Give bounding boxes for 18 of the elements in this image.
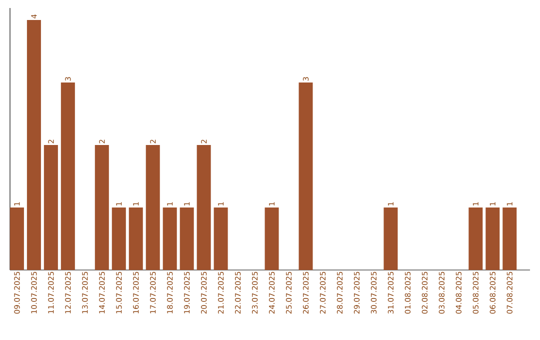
bar <box>264 208 279 270</box>
bar <box>180 208 194 270</box>
bar <box>10 208 24 270</box>
bar <box>26 20 41 270</box>
bar <box>196 145 211 270</box>
bar <box>214 208 228 270</box>
bar <box>60 82 75 270</box>
bar <box>128 208 143 270</box>
bar <box>146 145 160 270</box>
bar <box>162 208 177 270</box>
bar <box>468 208 483 270</box>
bar <box>298 82 313 270</box>
bar <box>502 208 517 270</box>
bar <box>94 145 109 270</box>
bar <box>384 208 398 270</box>
bar <box>44 145 58 270</box>
bar <box>112 208 126 270</box>
bar <box>486 208 500 270</box>
